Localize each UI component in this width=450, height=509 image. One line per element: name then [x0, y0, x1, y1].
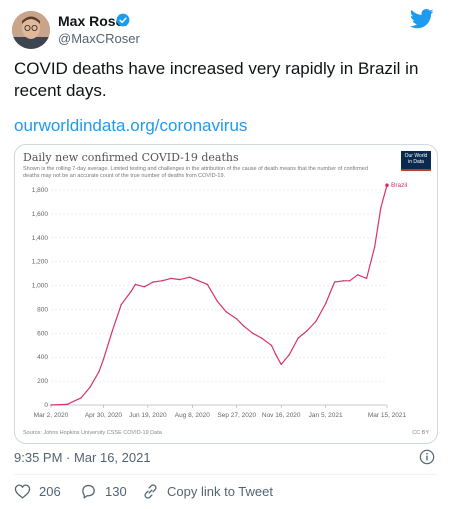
- data-point: [380, 207, 382, 209]
- data-point: [206, 283, 209, 286]
- tweet-text: COVID deaths have increased very rapidly…: [14, 59, 419, 100]
- x-tick-label: Apr 30, 2020: [85, 412, 123, 419]
- tweet-link[interactable]: ourworldindata.org/coronavirus: [14, 116, 248, 135]
- info-icon[interactable]: [419, 449, 435, 465]
- heart-icon: [14, 484, 31, 499]
- series-line-brazil: [50, 185, 388, 406]
- data-point: [130, 290, 132, 293]
- data-point: [288, 354, 290, 356]
- divider: [14, 474, 436, 475]
- y-tick-label: 0: [44, 402, 48, 409]
- series-label-brazil: Brazil: [391, 182, 408, 189]
- copy-link-button[interactable]: Copy link to Tweet: [142, 483, 273, 500]
- y-tick-label: 800: [37, 306, 48, 313]
- chart-license: CC BY: [412, 430, 429, 436]
- data-point: [280, 363, 282, 366]
- link-icon: [144, 484, 157, 499]
- owid-logo: Our World in Data: [401, 151, 431, 171]
- x-tick-label: Mar 2, 2020: [34, 412, 69, 419]
- avatar[interactable]: [12, 11, 50, 49]
- data-point: [66, 403, 68, 406]
- data-point: [260, 337, 263, 339]
- chart-subtitle: Shown is the rolling 7-day average. Limi…: [23, 166, 368, 179]
- y-tick-label: 1,000: [32, 283, 49, 290]
- chart-source: Source: Johns Hopkins University CSSE CO…: [23, 430, 163, 436]
- data-point: [270, 344, 273, 346]
- reply-count: 130: [105, 484, 127, 499]
- y-tick-label: 1,400: [32, 235, 49, 242]
- data-point: [373, 246, 376, 249]
- like-count: 206: [39, 484, 61, 499]
- line-chart: 0 200 400 600 800 1,000 1,200 1,400 1,600 1,800 Ma…: [23, 182, 429, 436]
- chart-title: Daily new confirmed COVID-19 deaths: [23, 151, 239, 164]
- tweet-timestamp[interactable]: 9:35 PM · Mar 16, 2021: [14, 450, 151, 465]
- data-point: [356, 274, 359, 276]
- data-point: [315, 320, 317, 323]
- y-tick-label: 200: [37, 378, 48, 385]
- x-tick-label: Mar 15, 2021: [368, 412, 407, 419]
- data-point: [306, 330, 308, 332]
- x-tick-label: Aug 8, 2020: [175, 412, 210, 419]
- data-point: [216, 300, 218, 302]
- reply-button[interactable]: 130: [80, 483, 127, 500]
- data-point: [102, 358, 105, 361]
- twitter-bird-icon[interactable]: [410, 9, 434, 29]
- data-point: [98, 370, 100, 373]
- y-tick-label: 1,600: [32, 211, 49, 218]
- reply-icon: [82, 484, 95, 499]
- data-point: [80, 397, 82, 399]
- series-end-marker: [385, 183, 389, 188]
- copy-link-label: Copy link to Tweet: [167, 484, 273, 499]
- x-tick-label: Jan 5, 2021: [309, 412, 343, 419]
- like-button[interactable]: 206: [14, 483, 61, 500]
- data-point: [152, 281, 154, 283]
- x-tick-label: Sep 27, 2020: [217, 412, 256, 419]
- data-point: [120, 303, 122, 306]
- data-point: [348, 280, 351, 282]
- data-point: [236, 318, 238, 320]
- author-name[interactable]: Max Roser: [58, 13, 129, 29]
- y-tick-label: 600: [37, 330, 48, 337]
- y-tick-label: 1,200: [32, 259, 49, 266]
- data-point: [50, 404, 52, 406]
- data-point: [243, 325, 245, 327]
- data-point: [365, 277, 368, 280]
- data-point: [297, 337, 299, 339]
- y-tick-label: 400: [37, 354, 48, 361]
- data-point: [324, 302, 327, 305]
- data-point: [197, 280, 200, 282]
- verified-badge-icon: [116, 13, 130, 27]
- chart-card[interactable]: Daily new confirmed COVID-19 deaths Show…: [14, 144, 438, 444]
- data-point: [111, 330, 114, 332]
- data-point: [89, 386, 91, 388]
- data-point: [188, 276, 191, 278]
- data-point: [275, 354, 277, 356]
- data-point: [134, 283, 137, 286]
- data-point: [161, 280, 163, 282]
- data-point: [225, 311, 227, 313]
- author-handle[interactable]: @MaxCRoser: [58, 31, 140, 46]
- data-point: [179, 278, 181, 281]
- data-point: [252, 332, 254, 335]
- data-point: [333, 281, 336, 283]
- data-point: [342, 280, 345, 282]
- y-tick-label: 1,800: [32, 187, 49, 194]
- x-tick-label: Jun 19, 2020: [129, 412, 167, 419]
- data-point: [170, 277, 172, 280]
- x-tick-label: Nov 16, 2020: [262, 412, 301, 419]
- data-point: [143, 286, 146, 288]
